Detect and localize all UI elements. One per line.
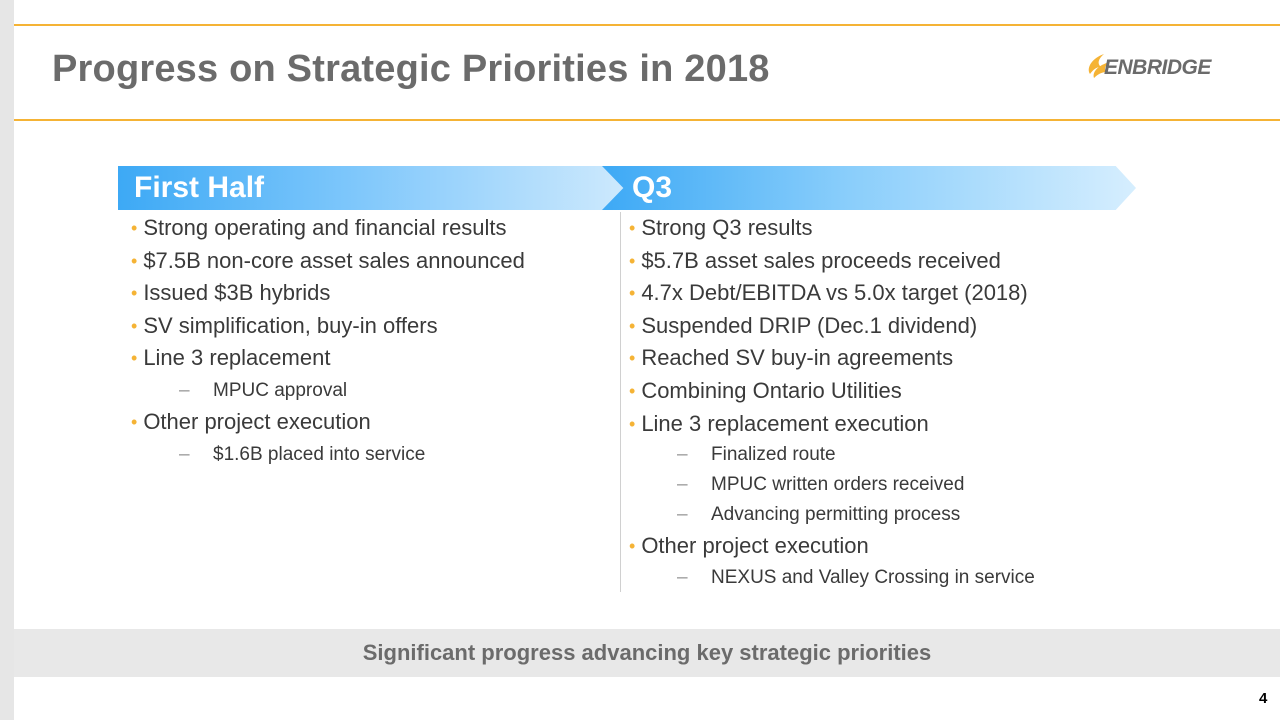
slide-title: Progress on Strategic Priorities in 2018 <box>52 48 770 90</box>
sub-item-text: Advancing permitting process <box>711 504 961 526</box>
list-item: • Line 3 replacement <box>131 342 611 375</box>
dot-bullet-icon: • <box>131 315 138 336</box>
title-underline-rule <box>14 119 1280 121</box>
first-half-list: • Strong operating and financial results … <box>131 212 611 470</box>
q3-list: • Strong Q3 results • $5.7B asset sales pr… <box>629 212 1249 593</box>
list-item: • Line 3 replacement execution <box>629 408 1249 441</box>
footer-message-bar: Significant progress advancing key strat… <box>14 629 1280 677</box>
list-item-text: Line 3 replacement execution <box>641 410 929 436</box>
flame-logo-icon <box>1088 54 1110 78</box>
dash-bullet-icon: – <box>179 443 190 465</box>
list-item: • $7.5B non-core asset sales announced <box>131 245 611 278</box>
sub-item-text: MPUC approval <box>213 379 348 401</box>
dot-bullet-icon: • <box>629 413 636 434</box>
dot-bullet-icon: • <box>629 250 636 271</box>
sub-item-text: NEXUS and Valley Crossing in service <box>711 566 1035 588</box>
dot-bullet-icon: • <box>131 218 138 238</box>
logo-wordmark: ENBRIDGE <box>1104 56 1211 79</box>
sub-list-item: – NEXUS and Valley Crossing in service <box>629 563 1249 593</box>
dash-bullet-icon: – <box>677 504 688 526</box>
sub-list-item: – $1.6B placed into service <box>131 439 611 470</box>
list-item-text: Other project execution <box>143 408 371 434</box>
dash-bullet-icon: – <box>677 444 688 466</box>
left-edge-strip <box>0 0 14 720</box>
dot-bullet-icon: • <box>629 283 636 304</box>
q3-banner: Q3 <box>602 166 1136 210</box>
list-item-text: 4.7x Debt/EBITDA vs 5.0x target (2018) <box>641 280 1028 306</box>
dash-bullet-icon: – <box>677 474 688 496</box>
list-item-text: Line 3 replacement <box>143 345 331 371</box>
footer-message: Significant progress advancing key strat… <box>362 640 932 665</box>
list-item-text: Strong operating and financial results <box>143 215 507 240</box>
list-item: • Issued $3B hybrids <box>131 277 611 310</box>
dash-bullet-icon: – <box>179 379 190 401</box>
list-item: • SV simplification, buy-in offers <box>131 310 611 343</box>
enbridge-logo: ENBRIDGE <box>1084 48 1234 84</box>
dot-bullet-icon: • <box>629 218 636 238</box>
list-item: • Strong Q3 results <box>629 212 1249 245</box>
list-item-text: Strong Q3 results <box>641 215 813 240</box>
list-item: • Combining Ontario Utilities <box>629 375 1249 408</box>
list-item: • Reached SV buy-in agreements <box>629 342 1249 375</box>
list-item: • Strong operating and financial results <box>131 212 611 245</box>
list-item: • Suspended DRIP (Dec.1 dividend) <box>629 310 1249 343</box>
dot-bullet-icon: • <box>131 283 138 304</box>
list-item-text: Other project execution <box>641 533 869 559</box>
list-item-text: $5.7B asset sales proceeds received <box>641 247 1001 273</box>
first-half-heading: First Half <box>134 171 265 204</box>
list-item: • 4.7x Debt/EBITDA vs 5.0x target (2018) <box>629 277 1249 310</box>
sub-item-text: MPUC written orders received <box>711 474 965 496</box>
dot-bullet-icon: • <box>629 380 636 401</box>
q3-heading: Q3 <box>632 171 673 204</box>
list-item-text: Combining Ontario Utilities <box>641 377 902 403</box>
list-item: • Other project execution <box>131 406 611 439</box>
sub-list-item: – MPUC approval <box>131 375 611 406</box>
dot-bullet-icon: • <box>131 411 138 432</box>
sub-list-item: – Finalized route <box>629 440 1249 470</box>
sub-list-item: – MPUC written orders received <box>629 470 1249 500</box>
dot-bullet-icon: • <box>629 315 636 336</box>
list-item: • Other project execution <box>629 530 1249 563</box>
column-divider <box>620 212 621 592</box>
list-item-text: SV simplification, buy-in offers <box>143 312 438 338</box>
page-number: 4 <box>1259 690 1268 707</box>
dot-bullet-icon: • <box>629 536 636 557</box>
dot-bullet-icon: • <box>131 250 138 271</box>
list-item: • $5.7B asset sales proceeds received <box>629 245 1249 278</box>
sub-list-item: – Advancing permitting process <box>629 500 1249 530</box>
dash-bullet-icon: – <box>677 566 688 588</box>
sub-item-text: $1.6B placed into service <box>213 443 426 465</box>
sub-item-text: Finalized route <box>711 444 836 466</box>
list-item-text: $7.5B non-core asset sales announced <box>143 247 525 273</box>
dot-bullet-icon: • <box>131 348 138 369</box>
list-item-text: Issued $3B hybrids <box>143 280 331 306</box>
first-half-banner: First Half <box>118 166 624 210</box>
list-item-text: Suspended DRIP (Dec.1 dividend) <box>641 312 978 338</box>
top-accent-rule <box>14 24 1280 26</box>
dot-bullet-icon: • <box>629 348 636 369</box>
list-item-text: Reached SV buy-in agreements <box>641 345 954 371</box>
